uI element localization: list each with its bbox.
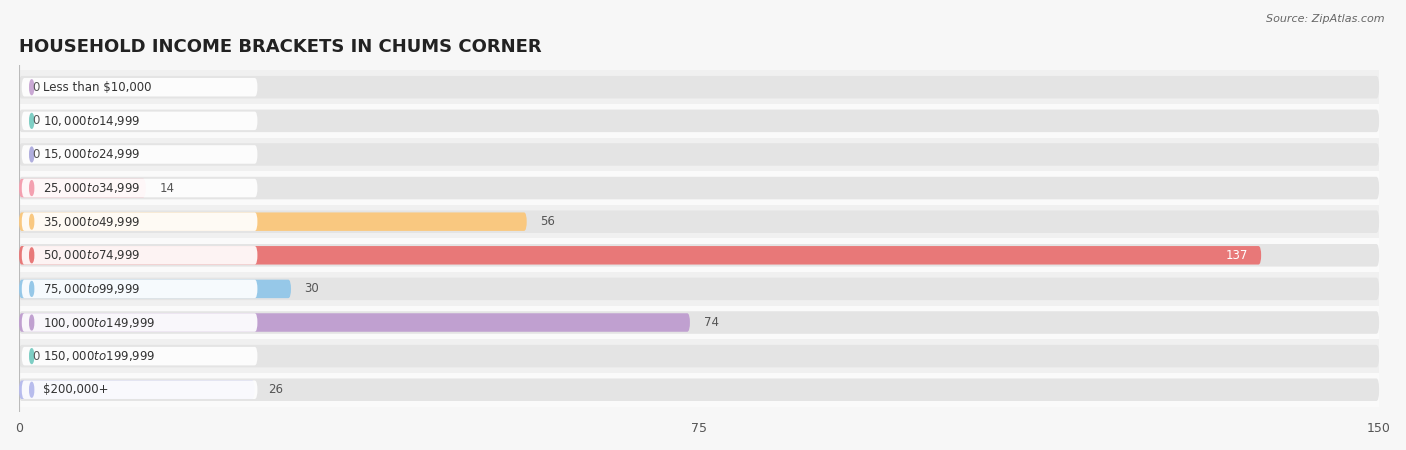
- FancyBboxPatch shape: [21, 145, 257, 164]
- FancyBboxPatch shape: [20, 177, 1379, 199]
- FancyBboxPatch shape: [21, 112, 257, 130]
- Text: 74: 74: [703, 316, 718, 329]
- Bar: [6, 138, 1393, 171]
- FancyBboxPatch shape: [21, 381, 257, 399]
- Text: $25,000 to $34,999: $25,000 to $34,999: [44, 181, 141, 195]
- FancyBboxPatch shape: [21, 313, 257, 332]
- Text: 14: 14: [159, 181, 174, 194]
- FancyBboxPatch shape: [21, 246, 257, 265]
- Bar: [6, 272, 1393, 306]
- Bar: [6, 306, 1393, 339]
- FancyBboxPatch shape: [20, 378, 1379, 401]
- Text: $35,000 to $49,999: $35,000 to $49,999: [44, 215, 141, 229]
- Text: Less than $10,000: Less than $10,000: [44, 81, 152, 94]
- Text: $100,000 to $149,999: $100,000 to $149,999: [44, 315, 156, 329]
- Text: 0: 0: [32, 114, 39, 127]
- Text: $50,000 to $74,999: $50,000 to $74,999: [44, 248, 141, 262]
- Bar: [6, 104, 1393, 138]
- Text: 0: 0: [32, 350, 39, 363]
- FancyBboxPatch shape: [20, 313, 690, 332]
- FancyBboxPatch shape: [21, 179, 257, 197]
- Text: $150,000 to $199,999: $150,000 to $199,999: [44, 349, 156, 363]
- FancyBboxPatch shape: [20, 110, 1379, 132]
- FancyBboxPatch shape: [20, 211, 1379, 233]
- FancyBboxPatch shape: [21, 212, 257, 231]
- FancyBboxPatch shape: [21, 347, 257, 365]
- Circle shape: [30, 214, 34, 229]
- Text: $10,000 to $14,999: $10,000 to $14,999: [44, 114, 141, 128]
- FancyBboxPatch shape: [20, 244, 1379, 266]
- Text: 30: 30: [305, 283, 319, 295]
- Text: 56: 56: [540, 215, 555, 228]
- Text: 26: 26: [269, 383, 284, 396]
- Bar: [6, 238, 1393, 272]
- FancyBboxPatch shape: [20, 345, 1379, 367]
- Bar: [6, 171, 1393, 205]
- Text: $75,000 to $99,999: $75,000 to $99,999: [44, 282, 141, 296]
- FancyBboxPatch shape: [20, 279, 291, 298]
- Circle shape: [30, 248, 34, 263]
- FancyBboxPatch shape: [20, 381, 254, 399]
- Text: 137: 137: [1225, 249, 1247, 262]
- FancyBboxPatch shape: [20, 212, 527, 231]
- FancyBboxPatch shape: [20, 143, 1379, 166]
- Text: 0: 0: [32, 81, 39, 94]
- Circle shape: [30, 181, 34, 195]
- Circle shape: [30, 349, 34, 364]
- FancyBboxPatch shape: [21, 78, 257, 96]
- FancyBboxPatch shape: [20, 76, 1379, 99]
- Circle shape: [30, 147, 34, 162]
- Bar: [6, 71, 1393, 104]
- Bar: [6, 205, 1393, 238]
- Text: HOUSEHOLD INCOME BRACKETS IN CHUMS CORNER: HOUSEHOLD INCOME BRACKETS IN CHUMS CORNE…: [20, 37, 541, 55]
- Bar: [6, 339, 1393, 373]
- Bar: [6, 373, 1393, 406]
- Circle shape: [30, 315, 34, 330]
- FancyBboxPatch shape: [21, 279, 257, 298]
- Circle shape: [30, 282, 34, 296]
- Circle shape: [30, 382, 34, 397]
- Circle shape: [30, 113, 34, 128]
- Text: 0: 0: [32, 148, 39, 161]
- Circle shape: [30, 80, 34, 94]
- Text: Source: ZipAtlas.com: Source: ZipAtlas.com: [1267, 14, 1385, 23]
- Text: $15,000 to $24,999: $15,000 to $24,999: [44, 148, 141, 162]
- FancyBboxPatch shape: [20, 246, 1261, 265]
- Text: $200,000+: $200,000+: [44, 383, 110, 396]
- FancyBboxPatch shape: [20, 311, 1379, 334]
- FancyBboxPatch shape: [20, 179, 146, 197]
- FancyBboxPatch shape: [20, 278, 1379, 300]
